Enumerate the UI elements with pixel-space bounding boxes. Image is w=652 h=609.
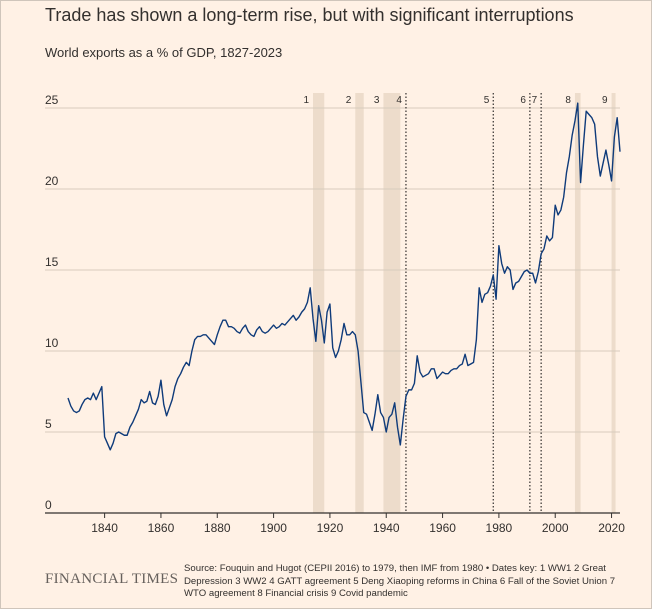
period-label-9: 9: [602, 95, 608, 106]
x-tick-label: 1960: [429, 521, 456, 535]
series-layer: [67, 102, 621, 451]
shaded-periods: [313, 93, 616, 513]
y-tick-label: 0: [45, 498, 52, 512]
period-label-1: 1: [303, 95, 309, 106]
ft-logo: FINANCIAL TIMES: [45, 571, 179, 587]
x-tick-label: 2000: [542, 521, 569, 535]
gridlines: [45, 107, 620, 518]
shaded-period-1: [313, 93, 325, 513]
x-tick-label: 1840: [91, 521, 118, 535]
period-label-8: 8: [565, 95, 571, 106]
exports-series-line: [67, 102, 621, 451]
y-tick-label: 25: [45, 93, 59, 107]
shaded-period-2: [355, 93, 364, 513]
event-label-7: 7: [532, 95, 538, 106]
event-label-4: 4: [396, 95, 402, 106]
period-label-3: 3: [374, 95, 380, 106]
y-tick-label: 5: [45, 417, 52, 431]
chart-title: Trade has shown a long-term rise, but wi…: [45, 5, 574, 25]
event-label-6: 6: [520, 95, 526, 106]
y-tick-label: 10: [45, 336, 59, 350]
x-tick-label: 1900: [260, 521, 287, 535]
x-tick-label: 1880: [204, 521, 231, 535]
x-tick-label: 1980: [486, 521, 513, 535]
y-tick-label: 15: [45, 255, 59, 269]
x-tick-label: 1860: [148, 521, 175, 535]
shaded-period-3: [383, 93, 401, 513]
shaded-period-8: [574, 93, 581, 513]
period-label-2: 2: [346, 95, 352, 106]
source-note: Source: Fouquin and Hugot (CEPII 2016) t…: [184, 563, 616, 600]
chart-subtitle: World exports as a % of GDP, 1827-2023: [45, 45, 283, 60]
shaded-period-9: [611, 93, 616, 513]
x-tick-label: 1940: [373, 521, 400, 535]
event-label-5: 5: [484, 95, 490, 106]
x-tick-label: 2020: [598, 521, 625, 535]
event-lines: [405, 93, 542, 513]
tick-labels: 1 2 3 8 9 0 5 10 15 20 25 1840 1860 1880 1900 1920 1940 1…: [45, 93, 625, 535]
x-tick-label: 1920: [317, 521, 344, 535]
y-tick-label: 20: [45, 174, 59, 188]
